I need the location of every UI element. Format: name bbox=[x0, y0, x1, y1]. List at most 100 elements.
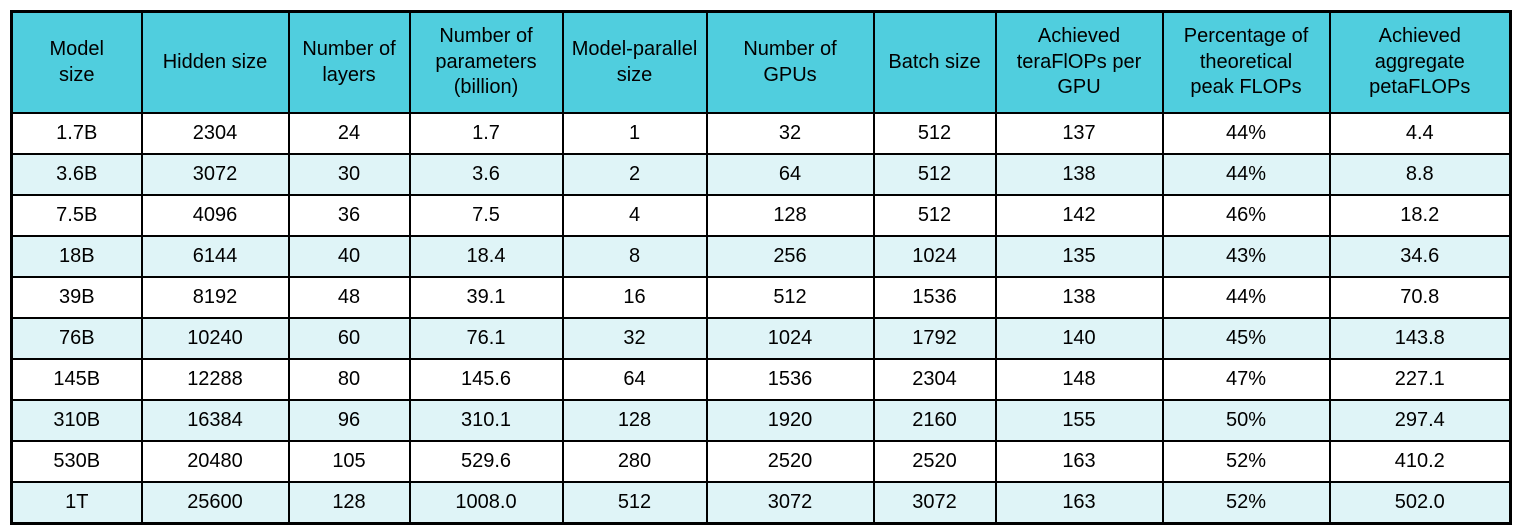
cell: 52% bbox=[1161, 440, 1331, 483]
cell: 2520 bbox=[872, 440, 997, 483]
cell: 64 bbox=[705, 153, 875, 196]
column-header: Model-parallel size bbox=[561, 10, 708, 114]
cell: 256 bbox=[705, 235, 875, 278]
cell: 529.6 bbox=[408, 440, 564, 483]
cell: 145B bbox=[10, 358, 143, 401]
cell: 297.4 bbox=[1328, 399, 1512, 442]
cell: 2520 bbox=[705, 440, 875, 483]
cell: 512 bbox=[705, 276, 875, 319]
cell: 20480 bbox=[140, 440, 290, 483]
cell: 137 bbox=[994, 112, 1164, 155]
cell: 530B bbox=[10, 440, 143, 483]
cell: 32 bbox=[705, 112, 875, 155]
column-header: Achieved teraFlOPs per GPU bbox=[994, 10, 1164, 114]
cell: 512 bbox=[561, 481, 708, 524]
cell: 4096 bbox=[140, 194, 290, 237]
cell: 7.5 bbox=[408, 194, 564, 237]
cell: 16 bbox=[561, 276, 708, 319]
cell: 2 bbox=[561, 153, 708, 196]
cell: 30 bbox=[287, 153, 411, 196]
table-row: 530B 20480 105 529.6 280 2520 2520 163 52% 410.2 bbox=[10, 440, 1512, 483]
cell: 4.4 bbox=[1328, 112, 1512, 155]
cell: 70.8 bbox=[1328, 276, 1512, 319]
cell: 163 bbox=[994, 481, 1164, 524]
table-row: 18B 6144 40 18.4 8 256 1024 135 43% 34.6 bbox=[10, 235, 1512, 278]
cell: 64 bbox=[561, 358, 708, 401]
cell: 80 bbox=[287, 358, 411, 401]
cell: 128 bbox=[705, 194, 875, 237]
cell: 148 bbox=[994, 358, 1164, 401]
cell: 3.6B bbox=[10, 153, 143, 196]
cell: 142 bbox=[994, 194, 1164, 237]
cell: 1024 bbox=[705, 317, 875, 360]
table-row: 1T 25600 128 1008.0 512 3072 3072 163 52% 502.0 bbox=[10, 481, 1512, 524]
model-scaling-table-container: Model size Hidden size Number of layers Num… bbox=[10, 10, 1512, 525]
cell: 138 bbox=[994, 153, 1164, 196]
cell: 39B bbox=[10, 276, 143, 319]
table-header: Model size Hidden size Number of layers Num… bbox=[10, 10, 1512, 114]
cell: 105 bbox=[287, 440, 411, 483]
table-row: 1.7B 2304 24 1.7 1 32 512 137 44% 4.4 bbox=[10, 112, 1512, 155]
cell: 8 bbox=[561, 235, 708, 278]
cell: 1.7 bbox=[408, 112, 564, 155]
cell: 45% bbox=[1161, 317, 1331, 360]
column-header: Achieved aggregate petaFLOPs bbox=[1328, 10, 1512, 114]
cell: 46% bbox=[1161, 194, 1331, 237]
cell: 4 bbox=[561, 194, 708, 237]
cell: 76B bbox=[10, 317, 143, 360]
cell: 155 bbox=[994, 399, 1164, 442]
cell: 135 bbox=[994, 235, 1164, 278]
column-header: Percentage of theoretical peak FLOPs bbox=[1161, 10, 1331, 114]
column-header: Model size bbox=[10, 10, 143, 114]
cell: 1792 bbox=[872, 317, 997, 360]
cell: 310.1 bbox=[408, 399, 564, 442]
cell: 1 bbox=[561, 112, 708, 155]
cell: 3072 bbox=[872, 481, 997, 524]
column-header: Hidden size bbox=[140, 10, 290, 114]
cell: 96 bbox=[287, 399, 411, 442]
table-body: 1.7B 2304 24 1.7 1 32 512 137 44% 4.4 3.6B 3072 30 3.… bbox=[10, 112, 1512, 524]
table-row: 76B 10240 60 76.1 32 1024 1792 140 45% 143.8 bbox=[10, 317, 1512, 360]
cell: 1008.0 bbox=[408, 481, 564, 524]
cell: 143.8 bbox=[1328, 317, 1512, 360]
cell: 60 bbox=[287, 317, 411, 360]
cell: 3.6 bbox=[408, 153, 564, 196]
table-row: 7.5B 4096 36 7.5 4 128 512 142 46% 18.2 bbox=[10, 194, 1512, 237]
cell: 34.6 bbox=[1328, 235, 1512, 278]
cell: 36 bbox=[287, 194, 411, 237]
cell: 1536 bbox=[705, 358, 875, 401]
cell: 310B bbox=[10, 399, 143, 442]
cell: 44% bbox=[1161, 153, 1331, 196]
cell: 512 bbox=[872, 194, 997, 237]
table-row: 3.6B 3072 30 3.6 2 64 512 138 44% 8.8 bbox=[10, 153, 1512, 196]
cell: 2160 bbox=[872, 399, 997, 442]
cell: 2304 bbox=[140, 112, 290, 155]
cell: 502.0 bbox=[1328, 481, 1512, 524]
cell: 138 bbox=[994, 276, 1164, 319]
table-row: 39B 8192 48 39.1 16 512 1536 138 44% 70.8 bbox=[10, 276, 1512, 319]
cell: 52% bbox=[1161, 481, 1331, 524]
column-header: Number of parameters (billion) bbox=[408, 10, 564, 114]
cell: 3072 bbox=[705, 481, 875, 524]
cell: 25600 bbox=[140, 481, 290, 524]
column-header: Number of GPUs bbox=[705, 10, 875, 114]
cell: 128 bbox=[287, 481, 411, 524]
cell: 76.1 bbox=[408, 317, 564, 360]
cell: 1024 bbox=[872, 235, 997, 278]
cell: 18.2 bbox=[1328, 194, 1512, 237]
cell: 128 bbox=[561, 399, 708, 442]
cell: 2304 bbox=[872, 358, 997, 401]
table-row: 145B 12288 80 145.6 64 1536 2304 148 47% 227.1 bbox=[10, 358, 1512, 401]
cell: 18.4 bbox=[408, 235, 564, 278]
cell: 39.1 bbox=[408, 276, 564, 319]
cell: 410.2 bbox=[1328, 440, 1512, 483]
cell: 44% bbox=[1161, 276, 1331, 319]
cell: 145.6 bbox=[408, 358, 564, 401]
header-row: Model size Hidden size Number of layers Num… bbox=[10, 10, 1512, 114]
cell: 16384 bbox=[140, 399, 290, 442]
cell: 6144 bbox=[140, 235, 290, 278]
cell: 140 bbox=[994, 317, 1164, 360]
cell: 512 bbox=[872, 112, 997, 155]
cell: 12288 bbox=[140, 358, 290, 401]
cell: 24 bbox=[287, 112, 411, 155]
